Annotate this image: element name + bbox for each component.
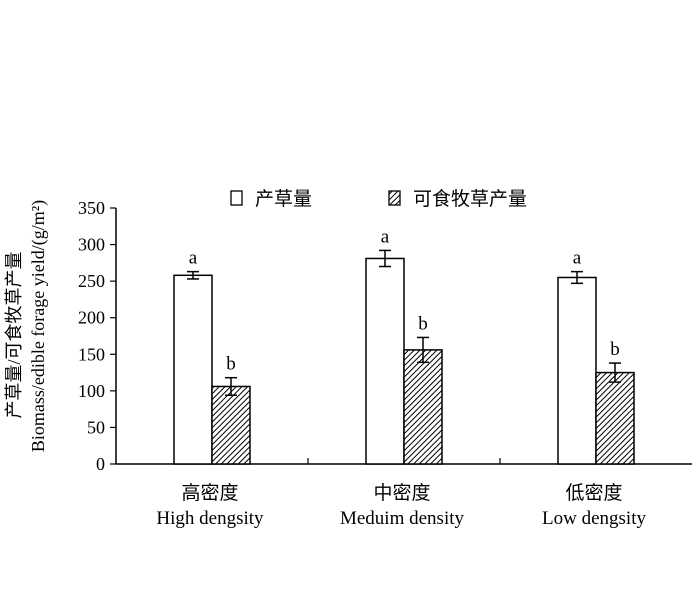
bar <box>211 385 251 465</box>
y-tick-label: 300 <box>78 235 105 255</box>
significance-letter: a <box>381 226 390 247</box>
significance-letter: a <box>573 248 582 269</box>
y-tick-label: 150 <box>78 344 105 364</box>
legend-swatch <box>230 190 243 206</box>
x-axis-labels: 高密度 High dengsity 中密度 Meduim density 低密度 Low … <box>156 482 646 529</box>
bars: a b a b a b <box>173 226 635 465</box>
y-tick-label: 0 <box>96 454 105 474</box>
significance-letter: a <box>189 248 198 269</box>
legend-label: 产草量 <box>255 188 312 210</box>
significance-letter: b <box>226 354 236 375</box>
y-tick-label: 200 <box>78 308 105 328</box>
y-tick-label: 100 <box>78 381 105 401</box>
legend-swatch <box>388 190 401 206</box>
y-tick-label: 350 <box>78 198 105 218</box>
legend: 产草量 可食牧草产量 <box>230 188 527 210</box>
significance-letter: b <box>418 313 428 334</box>
x-category-label-cn: 高密度 <box>181 482 238 504</box>
y-tick-label: 250 <box>78 271 105 291</box>
x-category-label-cn: 低密度 <box>565 482 622 504</box>
x-category-label-en: Low dengsity <box>542 508 646 529</box>
bar <box>365 257 405 465</box>
bar <box>403 349 443 465</box>
y-axis-label-cn: 产草量/可食牧草产量 <box>4 251 24 418</box>
y-axis-label-en: Biomass/edible forage yield/(g/m²) <box>28 200 49 452</box>
x-category-label-en: Meduim density <box>340 508 465 529</box>
x-category-label-en: High dengsity <box>156 508 264 529</box>
x-category-label-cn: 中密度 <box>373 482 430 504</box>
y-tick-label: 50 <box>87 417 105 437</box>
bar <box>173 274 213 465</box>
significance-letter: b <box>610 339 620 360</box>
legend-label: 可食牧草产量 <box>413 188 527 210</box>
bar <box>595 371 635 465</box>
y-axis-label: 产草量/可食牧草产量 Biomass/edible forage yield/(… <box>4 200 49 452</box>
bar <box>557 276 597 465</box>
